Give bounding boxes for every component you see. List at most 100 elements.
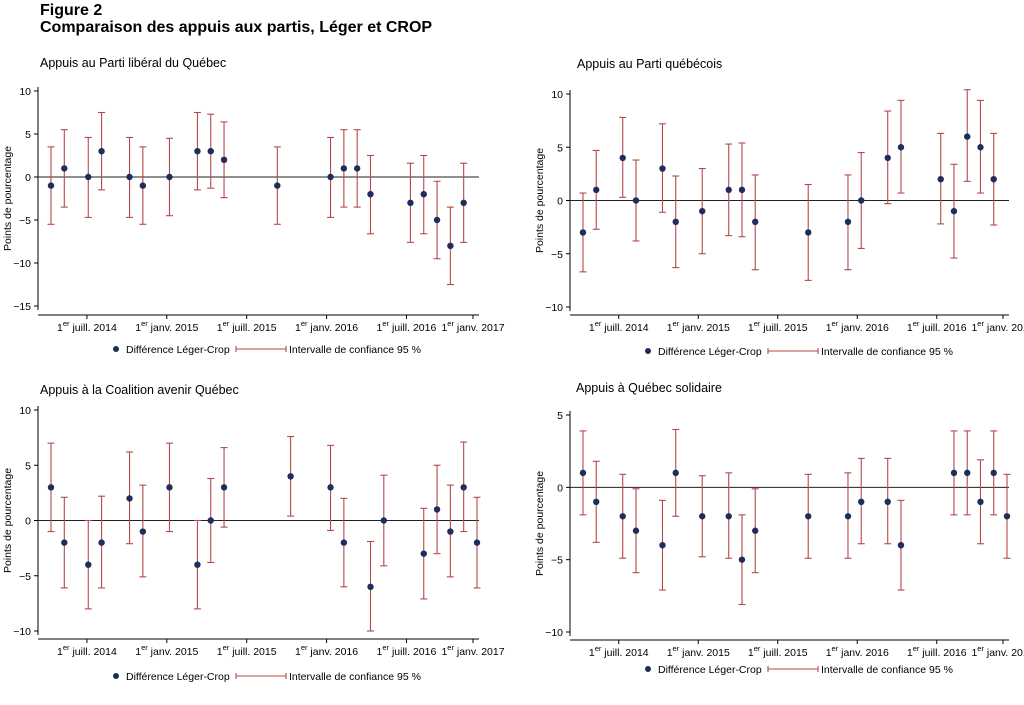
x-tick-label: 1er juill. 2014 xyxy=(57,643,117,658)
data-point xyxy=(659,542,666,549)
data-point xyxy=(98,148,105,155)
data-point xyxy=(433,506,441,513)
data-point xyxy=(897,144,905,151)
y-tick-label: 10 xyxy=(551,89,563,101)
x-tick-label: 1er janv. 2017 xyxy=(971,319,1024,334)
x-tick-label: 1er juill. 2014 xyxy=(589,319,649,334)
y-tick-label: 5 xyxy=(25,460,31,472)
x-tick-label: 1er juill. 2015 xyxy=(217,643,277,658)
figure-header: Figure 2 Comparaison des appuis aux part… xyxy=(40,2,432,36)
y-tick-label: −5 xyxy=(19,571,31,583)
data-point xyxy=(207,148,214,155)
data-point xyxy=(844,218,852,225)
data-point xyxy=(61,539,68,546)
y-tick-label: −10 xyxy=(545,627,563,639)
data-point xyxy=(126,173,133,181)
y-tick-label: 10 xyxy=(19,405,31,417)
chart-legend: Différence Léger-Crop Intervalle de confi… xyxy=(645,664,953,676)
chart-legend: Différence Léger-Crop Intervalle de confi… xyxy=(113,671,421,683)
data-point xyxy=(884,498,891,505)
y-tick-label: 5 xyxy=(557,142,563,154)
data-point xyxy=(752,218,759,225)
data-point xyxy=(327,484,334,491)
data-point xyxy=(340,539,348,546)
chart-legend: Différence Léger-Crop Intervalle de confi… xyxy=(113,344,421,356)
x-tick-label: 1er janv. 2016 xyxy=(295,319,358,334)
data-point xyxy=(964,133,971,140)
x-tick-label: 1er janv. 2015 xyxy=(135,643,198,658)
y-tick-label: −5 xyxy=(551,555,563,567)
data-point xyxy=(805,229,812,236)
figure-title: Comparaison des appuis aux partis, Léger… xyxy=(40,19,433,36)
data-point xyxy=(85,561,92,568)
data-point xyxy=(738,186,746,194)
data-point xyxy=(85,173,92,181)
data-point xyxy=(207,517,214,524)
data-point xyxy=(699,207,706,215)
data-point xyxy=(380,517,388,524)
chart-title: Appuis au Parti libéral du Québec xyxy=(40,56,226,70)
legend-point-marker xyxy=(645,348,651,354)
x-tick-label: 1er janv. 2017 xyxy=(441,643,504,658)
x-tick-label: 1er juill. 2015 xyxy=(748,319,808,334)
data-point xyxy=(593,498,600,505)
legend-point-marker xyxy=(113,673,119,679)
data-point xyxy=(977,144,984,151)
data-point xyxy=(964,469,971,477)
data-point xyxy=(139,182,147,189)
y-tick-label: −5 xyxy=(551,249,563,261)
data-point xyxy=(579,229,587,236)
data-point xyxy=(805,513,812,520)
data-point xyxy=(353,165,361,172)
y-tick-label: −5 xyxy=(19,215,31,227)
x-tick-label: 1er juill. 2016 xyxy=(377,643,437,658)
data-point xyxy=(420,550,427,557)
legend-point-label: Différence Léger-Crop xyxy=(126,671,230,683)
y-tick-label: −15 xyxy=(13,301,31,313)
data-point xyxy=(166,484,173,491)
legend-interval-label: Intervalle de confiance 95 % xyxy=(289,344,421,356)
data-point xyxy=(897,542,905,549)
data-point xyxy=(672,469,679,477)
x-tick-label: 1er janv. 2015 xyxy=(667,644,730,659)
data-point xyxy=(447,528,454,535)
data-point xyxy=(990,469,997,477)
figure-label: Figure 2 xyxy=(40,2,103,19)
data-point xyxy=(990,176,997,183)
data-point xyxy=(433,216,441,224)
data-point xyxy=(725,513,732,520)
data-point xyxy=(884,154,891,162)
x-tick-label: 1er janv. 2016 xyxy=(826,319,889,334)
x-tick-label: 1er juill. 2015 xyxy=(217,319,277,334)
y-tick-label: −10 xyxy=(13,258,31,270)
data-point xyxy=(672,218,679,225)
data-point xyxy=(194,561,201,568)
y-tick-label: 10 xyxy=(19,86,31,98)
y-tick-label: 5 xyxy=(25,129,31,141)
x-tick-label: 1er janv. 2015 xyxy=(667,319,730,334)
data-point xyxy=(752,527,759,534)
y-tick-label: 5 xyxy=(557,410,563,422)
data-point xyxy=(327,173,334,181)
data-point xyxy=(937,176,944,183)
data-point xyxy=(619,513,626,520)
data-point xyxy=(47,182,55,189)
y-tick-label: −10 xyxy=(545,302,563,314)
data-point xyxy=(367,583,374,590)
data-point xyxy=(274,182,281,189)
legend-point-label: Différence Léger-Crop xyxy=(126,344,230,356)
data-point xyxy=(367,191,374,198)
data-point xyxy=(632,197,640,204)
data-point xyxy=(699,513,706,520)
chart-title: Appuis à la Coalition avenir Québec xyxy=(40,383,239,397)
y-tick-label: 0 xyxy=(557,482,563,494)
x-tick-label: 1er janv. 2015 xyxy=(135,319,198,334)
x-tick-label: 1er juill. 2016 xyxy=(907,319,967,334)
chart-title: Appuis au Parti québécois xyxy=(577,57,722,71)
data-point xyxy=(725,186,732,194)
data-point xyxy=(1003,513,1011,520)
y-tick-label: −10 xyxy=(13,626,31,638)
data-point xyxy=(579,469,587,477)
x-tick-label: 1er juill. 2014 xyxy=(57,319,117,334)
